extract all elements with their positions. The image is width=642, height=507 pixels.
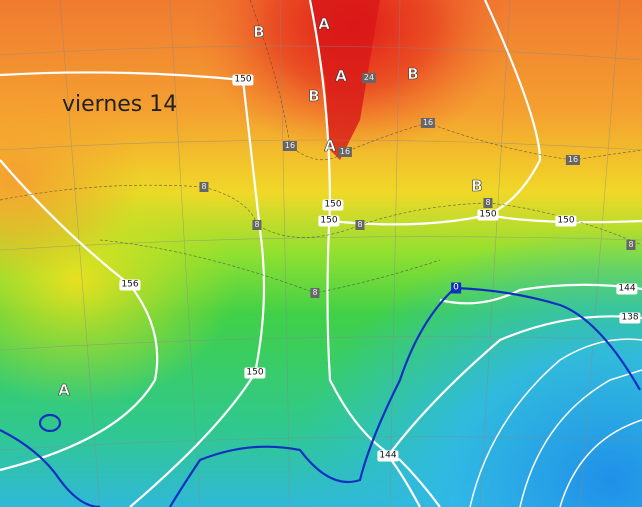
height-label: 144 bbox=[616, 283, 638, 295]
temp-label: 8 bbox=[355, 220, 365, 230]
height-label: 138 bbox=[619, 312, 641, 324]
height-label: 150 bbox=[244, 367, 266, 379]
temp-label: 16 bbox=[565, 155, 581, 165]
temp-label: 8 bbox=[252, 220, 262, 230]
pressure-center-low: B bbox=[407, 65, 419, 84]
height-label: 150 bbox=[555, 215, 577, 227]
temp-label: 8 bbox=[626, 240, 636, 250]
pressure-center-high: A bbox=[318, 15, 330, 34]
temp-label: 24 bbox=[361, 73, 377, 83]
temp-label: 16 bbox=[337, 147, 353, 157]
temp-label: 8 bbox=[199, 182, 209, 192]
pressure-center-low: B bbox=[471, 177, 483, 196]
pressure-center-low: B bbox=[308, 87, 320, 106]
pressure-center-high: A bbox=[58, 381, 70, 400]
pressure-center-low: B bbox=[253, 23, 265, 42]
andes-hot-region bbox=[310, 0, 380, 160]
map-date-title: viernes 14 bbox=[62, 92, 178, 117]
height-label: 150 bbox=[322, 199, 344, 211]
zero-isotherm bbox=[0, 286, 641, 507]
height-label: 144 bbox=[377, 450, 399, 462]
height-label: 150 bbox=[232, 74, 254, 86]
temp-label: 16 bbox=[420, 118, 436, 128]
height-label: 150 bbox=[477, 209, 499, 221]
temp-label: 8 bbox=[483, 198, 493, 208]
height-label: 156 bbox=[119, 279, 141, 291]
zero-isotherm-label: 0 bbox=[451, 282, 461, 294]
pressure-center-high: A bbox=[335, 67, 347, 86]
temp-label: 8 bbox=[310, 288, 320, 298]
temp-label: 16 bbox=[282, 141, 298, 151]
height-label: 150 bbox=[318, 215, 340, 227]
pressure-center-high: A bbox=[324, 137, 336, 156]
